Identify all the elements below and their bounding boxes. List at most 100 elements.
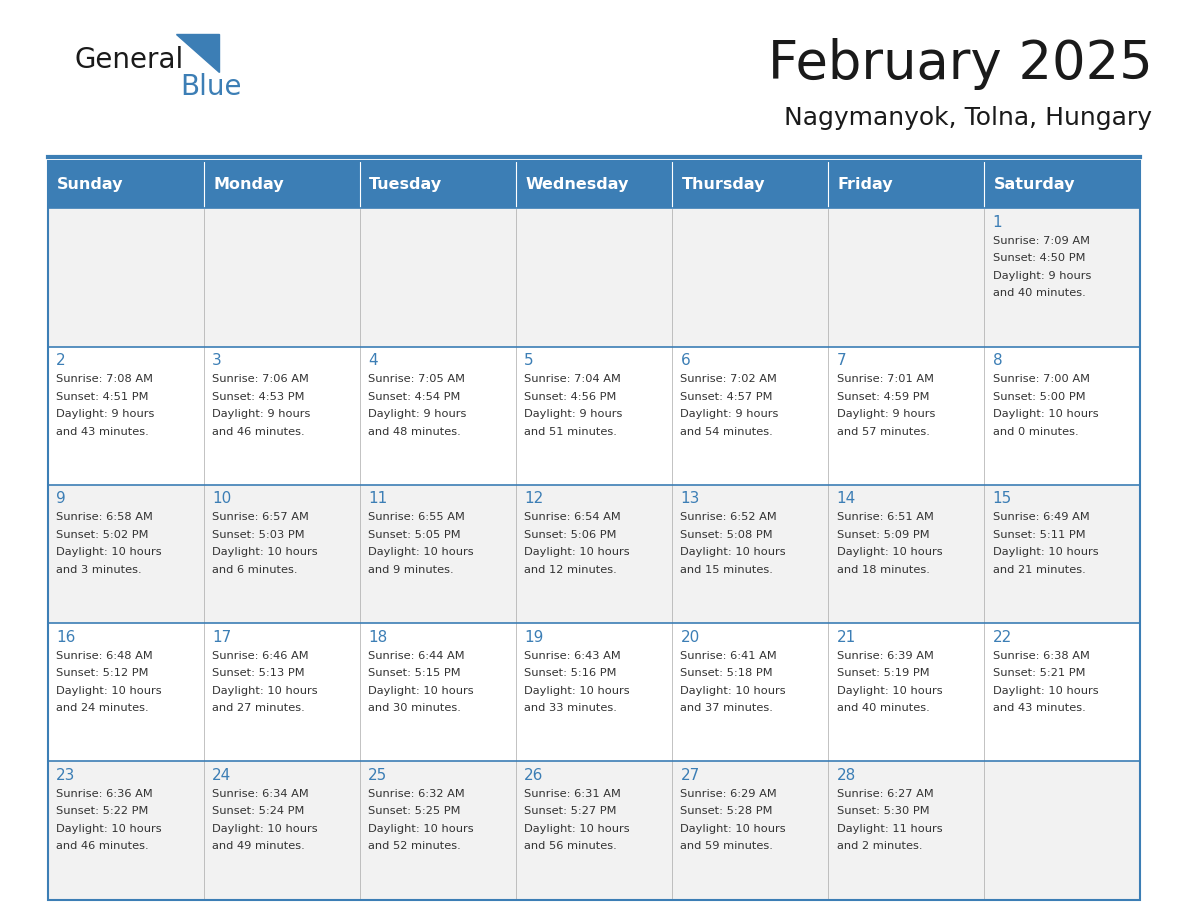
Text: Daylight: 10 hours: Daylight: 10 hours <box>993 409 1098 419</box>
Text: and 30 minutes.: and 30 minutes. <box>368 703 461 713</box>
Text: Sunset: 5:24 PM: Sunset: 5:24 PM <box>211 806 304 816</box>
Text: and 40 minutes.: and 40 minutes. <box>836 703 929 713</box>
Text: 25: 25 <box>368 767 387 783</box>
Text: and 43 minutes.: and 43 minutes. <box>993 703 1086 713</box>
FancyBboxPatch shape <box>48 485 203 623</box>
Text: and 37 minutes.: and 37 minutes. <box>681 703 773 713</box>
FancyBboxPatch shape <box>203 347 360 485</box>
FancyBboxPatch shape <box>985 623 1140 761</box>
Text: General: General <box>75 46 184 73</box>
Text: and 49 minutes.: and 49 minutes. <box>211 841 305 851</box>
Text: Blue: Blue <box>181 73 242 101</box>
Text: 9: 9 <box>56 491 65 507</box>
Text: 6: 6 <box>681 353 690 368</box>
Text: Sunset: 5:30 PM: Sunset: 5:30 PM <box>836 806 929 816</box>
FancyBboxPatch shape <box>48 161 203 208</box>
Text: Daylight: 10 hours: Daylight: 10 hours <box>524 547 630 557</box>
Text: 7: 7 <box>836 353 846 368</box>
Text: and 54 minutes.: and 54 minutes. <box>681 427 773 436</box>
Text: and 24 minutes.: and 24 minutes. <box>56 703 148 713</box>
FancyBboxPatch shape <box>360 623 516 761</box>
Text: Sunrise: 7:09 AM: Sunrise: 7:09 AM <box>993 236 1089 246</box>
Text: and 9 minutes.: and 9 minutes. <box>368 565 454 575</box>
Text: Sunrise: 6:31 AM: Sunrise: 6:31 AM <box>524 789 621 799</box>
Text: 19: 19 <box>524 630 544 644</box>
Text: Daylight: 10 hours: Daylight: 10 hours <box>368 547 474 557</box>
Text: Sunrise: 6:34 AM: Sunrise: 6:34 AM <box>211 789 309 799</box>
Text: Daylight: 10 hours: Daylight: 10 hours <box>56 686 162 696</box>
Text: Sunrise: 6:36 AM: Sunrise: 6:36 AM <box>56 789 152 799</box>
Text: Sunset: 5:13 PM: Sunset: 5:13 PM <box>211 668 304 678</box>
FancyBboxPatch shape <box>672 208 828 347</box>
Text: Sunrise: 6:46 AM: Sunrise: 6:46 AM <box>211 651 309 661</box>
Text: 16: 16 <box>56 630 75 644</box>
Text: Daylight: 10 hours: Daylight: 10 hours <box>681 547 786 557</box>
Text: 10: 10 <box>211 491 232 507</box>
Text: Sunset: 5:27 PM: Sunset: 5:27 PM <box>524 806 617 816</box>
Text: 14: 14 <box>836 491 855 507</box>
Text: Friday: Friday <box>838 177 893 192</box>
Text: Sunset: 4:56 PM: Sunset: 4:56 PM <box>524 392 617 401</box>
Text: Sunset: 5:22 PM: Sunset: 5:22 PM <box>56 806 148 816</box>
FancyBboxPatch shape <box>516 347 672 485</box>
FancyBboxPatch shape <box>985 161 1140 208</box>
Text: 13: 13 <box>681 491 700 507</box>
Text: Sunset: 4:51 PM: Sunset: 4:51 PM <box>56 392 148 401</box>
Text: Sunrise: 6:27 AM: Sunrise: 6:27 AM <box>836 789 934 799</box>
Text: Sunset: 5:15 PM: Sunset: 5:15 PM <box>368 668 461 678</box>
Text: Daylight: 9 hours: Daylight: 9 hours <box>836 409 935 419</box>
Text: Sunrise: 6:32 AM: Sunrise: 6:32 AM <box>368 789 465 799</box>
Text: 11: 11 <box>368 491 387 507</box>
Text: Daylight: 10 hours: Daylight: 10 hours <box>836 686 942 696</box>
Text: Daylight: 10 hours: Daylight: 10 hours <box>211 823 317 834</box>
FancyBboxPatch shape <box>203 161 360 208</box>
Text: Sunrise: 6:29 AM: Sunrise: 6:29 AM <box>681 789 777 799</box>
Text: Sunset: 5:18 PM: Sunset: 5:18 PM <box>681 668 773 678</box>
Text: Daylight: 9 hours: Daylight: 9 hours <box>681 409 779 419</box>
Text: Sunrise: 7:04 AM: Sunrise: 7:04 AM <box>524 375 621 384</box>
FancyBboxPatch shape <box>828 761 985 900</box>
Text: and 46 minutes.: and 46 minutes. <box>56 841 148 851</box>
Text: Sunrise: 6:57 AM: Sunrise: 6:57 AM <box>211 512 309 522</box>
Text: Sunset: 4:59 PM: Sunset: 4:59 PM <box>836 392 929 401</box>
FancyBboxPatch shape <box>516 161 672 208</box>
FancyBboxPatch shape <box>48 761 203 900</box>
FancyBboxPatch shape <box>48 208 203 347</box>
Text: Tuesday: Tuesday <box>369 177 442 192</box>
Text: and 27 minutes.: and 27 minutes. <box>211 703 305 713</box>
FancyBboxPatch shape <box>985 485 1140 623</box>
FancyBboxPatch shape <box>672 161 828 208</box>
FancyBboxPatch shape <box>516 208 672 347</box>
Text: 4: 4 <box>368 353 378 368</box>
FancyBboxPatch shape <box>828 208 985 347</box>
Text: Daylight: 10 hours: Daylight: 10 hours <box>524 823 630 834</box>
Text: and 33 minutes.: and 33 minutes. <box>524 703 617 713</box>
Text: and 15 minutes.: and 15 minutes. <box>681 565 773 575</box>
Text: Monday: Monday <box>213 177 284 192</box>
Text: Sunrise: 6:43 AM: Sunrise: 6:43 AM <box>524 651 621 661</box>
Text: Daylight: 10 hours: Daylight: 10 hours <box>681 823 786 834</box>
Text: 24: 24 <box>211 767 232 783</box>
Text: and 3 minutes.: and 3 minutes. <box>56 565 141 575</box>
Text: Daylight: 10 hours: Daylight: 10 hours <box>524 686 630 696</box>
Text: and 52 minutes.: and 52 minutes. <box>368 841 461 851</box>
Text: 1: 1 <box>993 215 1003 230</box>
Text: 5: 5 <box>524 353 533 368</box>
Text: Sunday: Sunday <box>57 177 124 192</box>
Text: Sunset: 5:08 PM: Sunset: 5:08 PM <box>681 530 773 540</box>
Text: Sunrise: 7:02 AM: Sunrise: 7:02 AM <box>681 375 777 384</box>
FancyBboxPatch shape <box>203 623 360 761</box>
Text: Daylight: 9 hours: Daylight: 9 hours <box>211 409 310 419</box>
Text: Daylight: 9 hours: Daylight: 9 hours <box>56 409 154 419</box>
Text: Sunset: 5:28 PM: Sunset: 5:28 PM <box>681 806 773 816</box>
Text: February 2025: February 2025 <box>767 39 1152 90</box>
Text: Sunrise: 6:38 AM: Sunrise: 6:38 AM <box>993 651 1089 661</box>
Text: Daylight: 10 hours: Daylight: 10 hours <box>56 547 162 557</box>
Text: Sunset: 5:09 PM: Sunset: 5:09 PM <box>836 530 929 540</box>
Text: Daylight: 10 hours: Daylight: 10 hours <box>993 547 1098 557</box>
FancyBboxPatch shape <box>48 347 203 485</box>
FancyBboxPatch shape <box>516 623 672 761</box>
Text: Sunset: 5:11 PM: Sunset: 5:11 PM <box>993 530 1086 540</box>
Text: 18: 18 <box>368 630 387 644</box>
Text: and 40 minutes.: and 40 minutes. <box>993 288 1086 298</box>
